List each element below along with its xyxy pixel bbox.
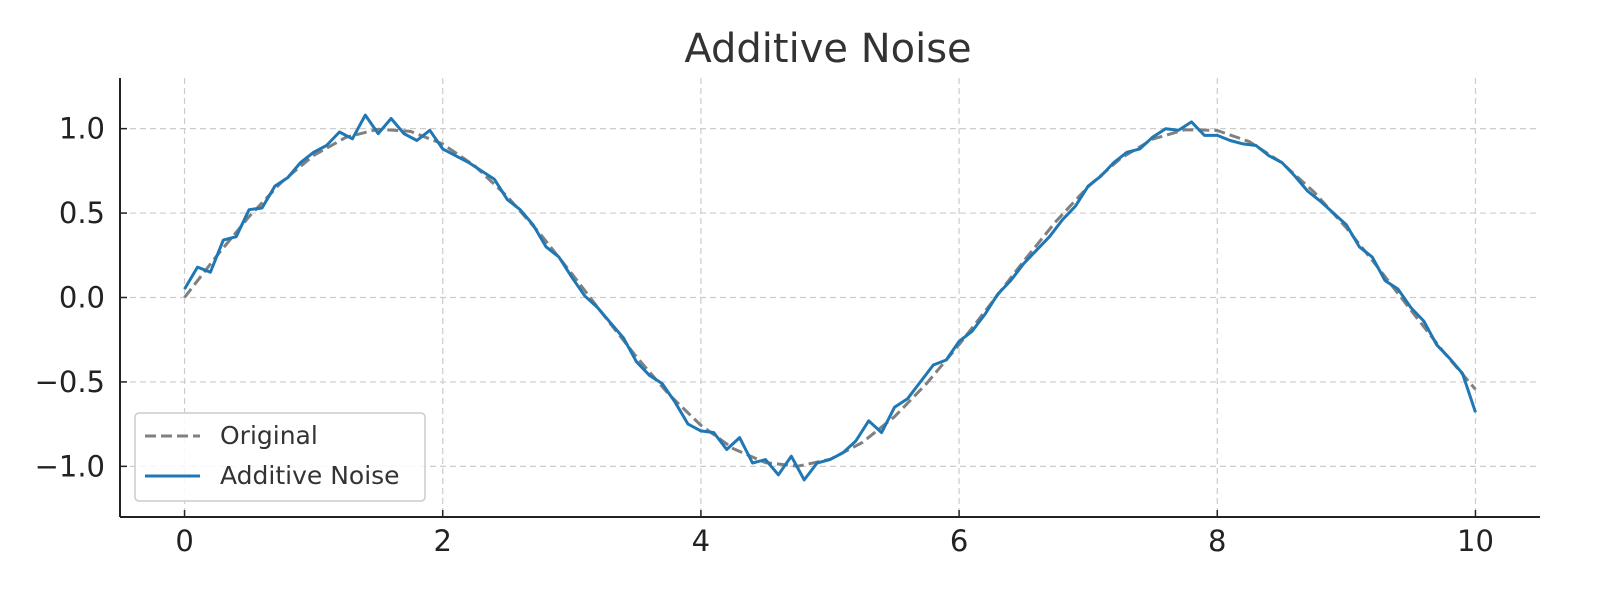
legend-box (134, 412, 426, 502)
y-tick-label-0: 1.0 (59, 112, 105, 146)
chart-title: Additive Noise (684, 26, 971, 72)
x-tick-label-2: 4 (692, 524, 710, 558)
series-line-additive-noise (183, 113, 1477, 482)
y-tick-label-2: 0.0 (59, 281, 105, 315)
legend: Original Additive Noise (134, 412, 426, 502)
y-tick-label-4: −1.0 (35, 449, 105, 483)
axes (119, 78, 1540, 518)
legend-label-additive-noise: Additive Noise (220, 461, 400, 490)
x-tick-label-4: 8 (1208, 524, 1226, 558)
x-tick-label-0: 0 (175, 524, 193, 558)
series-layer (183, 113, 1477, 482)
tick-labels: 0 2 4 6 8 10 1.0 0.5 0.0 −0.5 −1.0 (35, 112, 1494, 558)
y-tick-label-1: 0.5 (59, 196, 105, 230)
x-tick-label-5: 10 (1457, 524, 1494, 558)
legend-label-original: Original (220, 421, 318, 450)
x-tick-label-1: 2 (434, 524, 452, 558)
y-tick-label-3: −0.5 (35, 365, 105, 399)
grid-lines (120, 78, 1540, 517)
x-tick-label-3: 6 (950, 524, 968, 558)
